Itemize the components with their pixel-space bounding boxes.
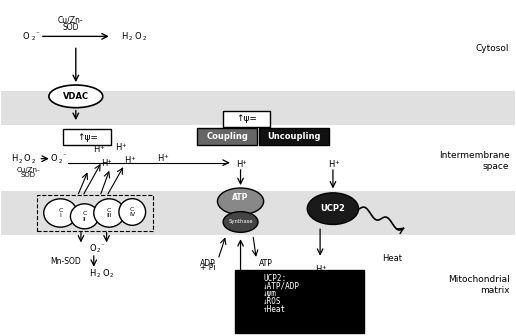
Text: ↑Heat: ↑Heat <box>263 305 286 314</box>
Text: C
I: C I <box>58 208 62 218</box>
Text: +: + <box>163 154 168 159</box>
Text: +: + <box>242 276 247 281</box>
Text: 2: 2 <box>110 274 114 279</box>
Bar <box>2 1 514 91</box>
Ellipse shape <box>44 199 77 227</box>
Text: +: + <box>334 160 339 165</box>
Text: 2: 2 <box>97 249 101 253</box>
Ellipse shape <box>94 199 124 227</box>
Text: + Pi: + Pi <box>201 263 216 272</box>
Text: 2: 2 <box>19 159 22 164</box>
Ellipse shape <box>49 85 103 108</box>
Text: H: H <box>328 160 334 169</box>
Text: O: O <box>24 154 30 163</box>
Text: O: O <box>134 32 141 41</box>
Text: UCP2:: UCP2: <box>263 274 286 283</box>
Text: Intermembrane
space: Intermembrane space <box>439 151 509 171</box>
Text: O: O <box>51 154 58 163</box>
Text: O: O <box>102 269 109 278</box>
Text: 2: 2 <box>31 36 35 41</box>
Text: H: H <box>121 32 128 41</box>
Ellipse shape <box>119 199 146 225</box>
Text: VDAC: VDAC <box>63 92 89 101</box>
Text: +: + <box>242 160 247 165</box>
Ellipse shape <box>217 188 264 215</box>
Text: ↑ψ=: ↑ψ= <box>77 133 98 142</box>
Text: Coupling: Coupling <box>206 132 248 141</box>
Text: Synthase: Synthase <box>228 219 253 224</box>
Ellipse shape <box>70 204 99 229</box>
Text: Cytosol: Cytosol <box>476 44 509 52</box>
Text: +: + <box>130 156 135 161</box>
Text: Heat: Heat <box>382 254 402 263</box>
Text: C
IV: C IV <box>129 207 135 217</box>
FancyBboxPatch shape <box>259 128 329 145</box>
Text: 2: 2 <box>31 159 35 164</box>
Text: ⁻: ⁻ <box>101 243 104 249</box>
Text: Cu/Zn-: Cu/Zn- <box>58 15 84 24</box>
Text: H: H <box>90 269 96 278</box>
FancyBboxPatch shape <box>197 128 257 145</box>
Bar <box>2 91 514 125</box>
Text: ↓ATP/ADP: ↓ATP/ADP <box>263 282 300 291</box>
Text: SOD: SOD <box>21 172 36 178</box>
Text: ↑ψ=: ↑ψ= <box>236 114 257 123</box>
Text: SOD: SOD <box>62 23 79 32</box>
Bar <box>2 235 514 335</box>
FancyBboxPatch shape <box>235 270 364 333</box>
Text: Mitochondrial
matrix: Mitochondrial matrix <box>448 275 509 295</box>
Text: ⁻: ⁻ <box>62 153 66 159</box>
Text: 2: 2 <box>142 36 146 41</box>
Text: 2: 2 <box>97 274 101 279</box>
Text: H: H <box>236 276 242 285</box>
Text: ↓ROS: ↓ROS <box>263 297 282 306</box>
Text: ATP: ATP <box>259 259 272 268</box>
Text: O: O <box>89 244 96 253</box>
Text: H: H <box>101 159 107 168</box>
Text: Uncoupling: Uncoupling <box>267 132 320 141</box>
Text: H: H <box>11 154 18 163</box>
Bar <box>2 125 514 191</box>
Text: C
II: C II <box>83 211 87 221</box>
Text: Mn-SOD: Mn-SOD <box>50 257 81 266</box>
Text: H: H <box>115 142 122 152</box>
FancyBboxPatch shape <box>63 129 111 145</box>
Text: 2: 2 <box>129 36 133 41</box>
FancyBboxPatch shape <box>222 111 270 127</box>
Text: ↓ψm: ↓ψm <box>263 289 277 298</box>
Ellipse shape <box>223 212 258 232</box>
Bar <box>2 191 514 235</box>
Text: ATP: ATP <box>232 194 249 203</box>
Text: ⁻: ⁻ <box>36 31 39 37</box>
Text: H: H <box>124 156 131 165</box>
Text: ADP: ADP <box>200 259 216 268</box>
Text: H: H <box>93 145 100 154</box>
Ellipse shape <box>307 193 359 224</box>
Text: Cu/Zn-: Cu/Zn- <box>17 167 40 173</box>
Text: H: H <box>236 160 242 169</box>
Text: +: + <box>121 142 126 148</box>
Text: +: + <box>99 145 104 150</box>
Text: C
III: C III <box>106 208 112 218</box>
Text: O: O <box>22 32 29 41</box>
Text: UCP2: UCP2 <box>320 204 345 213</box>
Text: H: H <box>315 265 322 274</box>
Text: H: H <box>157 154 164 163</box>
Text: +: + <box>321 265 326 270</box>
Text: 2: 2 <box>59 159 62 164</box>
Text: +: + <box>107 159 111 164</box>
